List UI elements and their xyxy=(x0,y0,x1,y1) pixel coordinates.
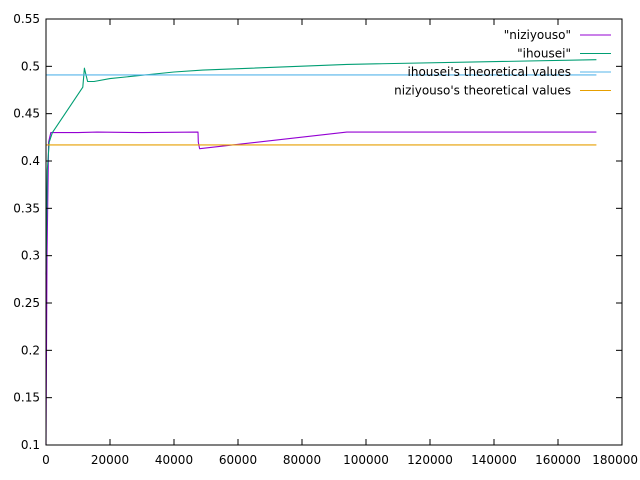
y-tick-label: 0.35 xyxy=(13,201,40,215)
y-tick-label: 0.1 xyxy=(21,438,40,452)
plot-frame xyxy=(45,18,623,446)
axis-ticks: 0.1 0.15 0.2 0.25 0.3 0.35 0.4 0.45 0.5 0.55 0 2000… xyxy=(13,12,638,467)
y-tick-label: 0.45 xyxy=(13,107,40,121)
y-tick-label: 0.25 xyxy=(13,296,40,310)
x-tick-label: 160000 xyxy=(535,453,581,467)
plot-lines xyxy=(45,59,597,446)
y-tick-label: 0.3 xyxy=(21,249,40,263)
x-tick-label: 0 xyxy=(42,453,50,467)
x-tick-label: 140000 xyxy=(471,453,517,467)
x-tick-label: 120000 xyxy=(407,453,453,467)
x-tick-label: 180000 xyxy=(592,453,638,467)
legend: "niziyouso" "ihousei" ihousei's theoretica… xyxy=(394,28,611,98)
x-tick-label: 40000 xyxy=(155,453,193,467)
x-tick-label: 80000 xyxy=(283,453,321,467)
y-tick-label: 0.55 xyxy=(13,12,40,26)
series-line-1 xyxy=(45,59,597,275)
y-tick-label: 0.4 xyxy=(21,154,40,168)
series-line-0 xyxy=(45,131,597,446)
legend-label-0: "niziyouso" xyxy=(504,28,571,42)
legend-label-3: niziyouso's theoretical values xyxy=(394,84,571,98)
x-tick-label: 100000 xyxy=(343,453,389,467)
y-tick-label: 0.15 xyxy=(13,391,40,405)
x-tick-label: 20000 xyxy=(91,453,129,467)
legend-label-1: "ihousei" xyxy=(517,47,571,61)
legend-label-2: ihousei's theoretical values xyxy=(408,65,571,79)
y-tick-label: 0.2 xyxy=(21,343,40,357)
y-tick-label: 0.5 xyxy=(21,59,40,73)
x-tick-label: 60000 xyxy=(219,453,257,467)
